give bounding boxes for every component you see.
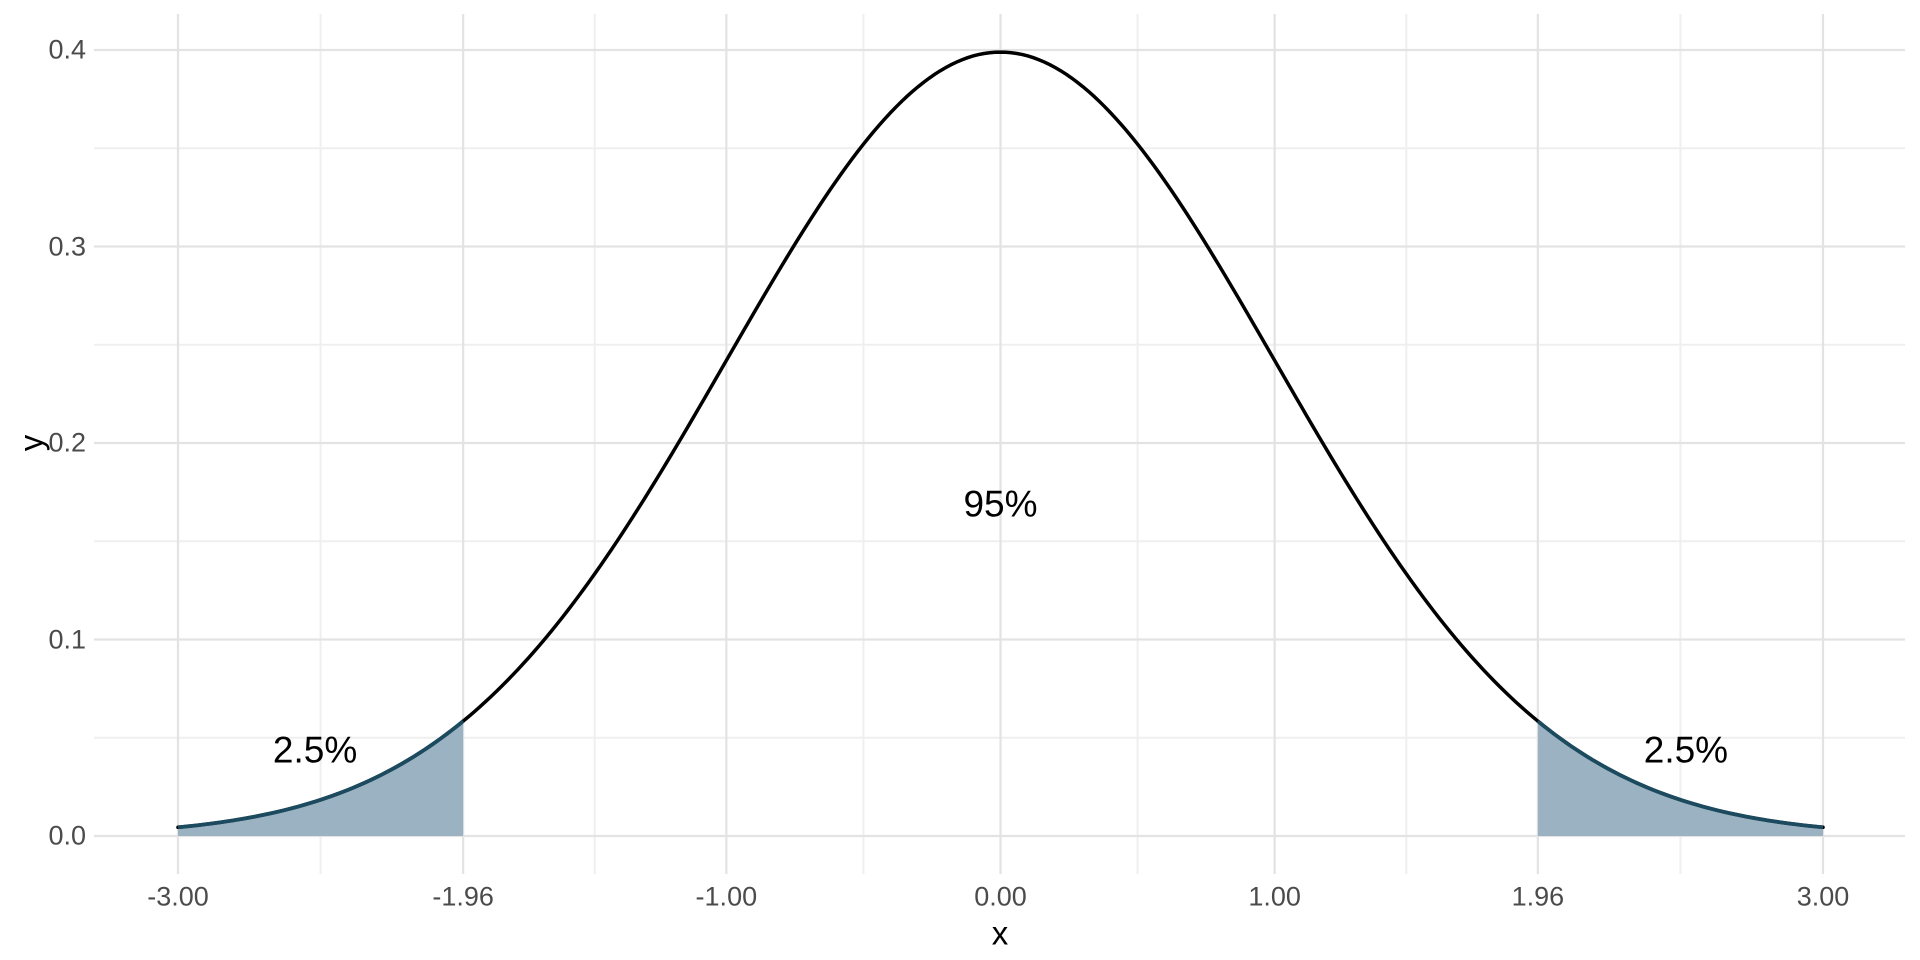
y-axis-tick-label: 0.2 [48,427,86,458]
annotation-label: 2.5% [272,729,358,771]
x-axis-tick-label: 0.00 [974,881,1027,912]
tail-outline-curve [177,719,465,830]
y-axis-tick-label: 0.0 [48,820,86,851]
x-axis-tick-label: 1.96 [1511,881,1565,912]
x-axis-title: x [991,914,1009,952]
x-axis-tick-label: -1.96 [432,881,494,912]
tail-area [177,721,464,836]
x-axis-tick-label: 3.00 [1796,881,1850,912]
x-axis-tick-label: -1.00 [695,881,758,912]
y-axis-tick-label: 0.1 [48,624,86,654]
y-axis-tick-label: 0.4 [48,34,86,65]
annotation-label: 2.5% [1643,729,1729,771]
x-axis-tick-label: 1.00 [1248,881,1301,912]
y-axis-title: y [12,434,50,452]
annotation-label: 95% [963,483,1038,525]
y-axis-tick-label: 0.3 [48,231,86,261]
tail-area [1537,721,1824,836]
tail-outline-curve [1536,719,1824,830]
x-axis-tick-label: -3.00 [147,881,209,912]
